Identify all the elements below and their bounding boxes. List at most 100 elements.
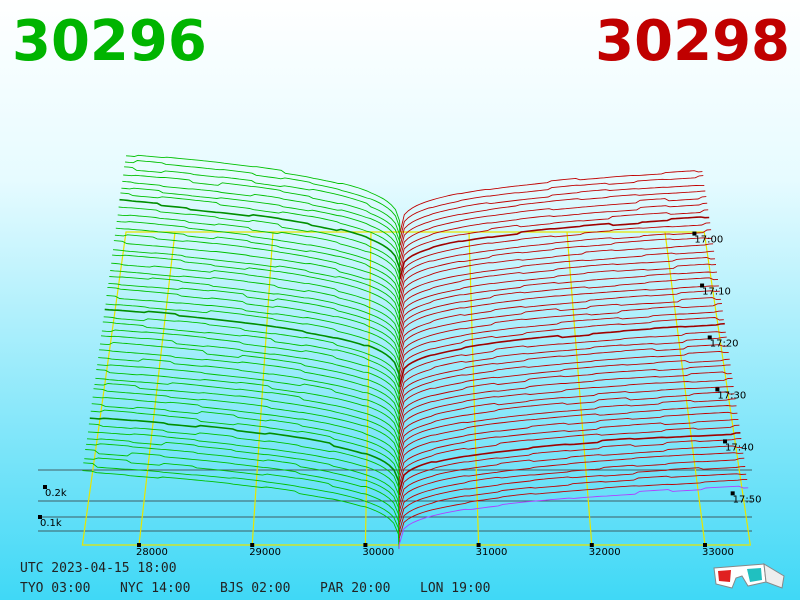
bid-depth-slice: [112, 249, 401, 327]
ask-depth-slice: [399, 290, 720, 354]
bid-depth-slice: [123, 174, 401, 253]
ask-depth-slice: [399, 377, 733, 442]
ask-depth-slice: [399, 364, 731, 428]
price-tick-label: 28000: [136, 547, 168, 558]
bid-depth-slice: [99, 349, 400, 428]
bid-depth-slice: [112, 254, 401, 334]
ask-depth-slice: [399, 336, 727, 401]
depth-tick-label: 0.1k: [40, 518, 62, 529]
bid-depth-slice: [120, 192, 401, 273]
plot: 28000 29000 30000 31000 32000 33000 17:00 17:10…: [38, 154, 762, 558]
bid-depth-slice: [95, 377, 400, 455]
ask-depth-slice: [399, 310, 723, 374]
bid-depth-slice: [103, 316, 400, 394]
floor-outline: [81, 231, 751, 546]
depth-tick-label: 0.2k: [45, 488, 67, 499]
bid-depth-slice: [97, 364, 400, 442]
bid-depth-slice: [108, 282, 401, 361]
ask-depth-slice: [399, 391, 735, 455]
ask-depth-slice: [398, 466, 746, 529]
ask-depth-slice: [398, 322, 725, 388]
ask-depth-slice: [398, 445, 743, 509]
bid-price: 30296: [12, 9, 207, 74]
price-tick-mark: [589, 543, 594, 547]
time-tick-label: 17:00: [694, 235, 723, 246]
time-tick-mark: [730, 491, 735, 496]
ask-depth-slice: [399, 263, 717, 327]
ask-depth-slice: [399, 222, 711, 286]
price-grid-line: [251, 231, 274, 546]
bid-depth-slice: [86, 443, 400, 523]
time-tick-label: 17:50: [733, 494, 762, 505]
bid-depth-slice: [91, 403, 400, 482]
bid-depth-slice: [125, 160, 401, 239]
bid-depth-slice: [125, 154, 401, 233]
bid-depth-slice: [94, 383, 400, 462]
bid-depth-slice: [106, 295, 400, 374]
ask-depth-slice: [398, 478, 748, 543]
bid-depth-slice: [82, 470, 400, 550]
time-tick-mark: [707, 335, 712, 340]
zone-time: NYC 14:00: [120, 581, 190, 596]
price-tick-label: 30000: [362, 547, 394, 558]
ask-depth-slice: [398, 452, 744, 516]
price-tick-label: 33000: [702, 547, 734, 558]
bid-depth-slice: [93, 388, 400, 469]
bid-depth-slice: [110, 270, 401, 347]
time-tick-mark: [700, 283, 705, 288]
bid-depth-slice: [119, 198, 401, 280]
ask-depth-slice: [398, 424, 740, 489]
bid-depth-slice: [104, 308, 401, 388]
price-tick-label: 32000: [589, 547, 621, 558]
floor-frame: 28000 29000 30000 31000 32000 33000: [81, 231, 751, 558]
zone-times: TYO 03:00 NYC 14:00 BJS 02:00 PAR 20:00 LON …: [20, 581, 490, 596]
time-tick-label: 17:40: [725, 442, 754, 453]
ask-depth-slice: [399, 358, 730, 421]
ask-depth-slice: [399, 202, 708, 266]
bid-depth-slice: [118, 206, 401, 287]
bid-depth-slice: [86, 438, 400, 516]
ask-price: 30298: [595, 9, 790, 74]
ask-depth-slice: [398, 473, 747, 536]
price-tick-label: 31000: [476, 547, 508, 558]
ask-depth-slice: [399, 297, 721, 361]
ask-depth-slice: [399, 257, 716, 320]
zone-time: PAR 20:00: [320, 581, 390, 596]
utc-time: UTC 2023-04-15 18:00: [20, 561, 177, 576]
bid-depth-slice: [83, 462, 400, 543]
time-tick-mark: [715, 387, 720, 392]
bid-depth-slice: [124, 166, 401, 246]
ask-depth-slice: [399, 350, 729, 415]
bid-depth-slice: [88, 423, 400, 502]
time-tick-mark: [692, 231, 697, 236]
zone-time: TYO 03:00: [20, 581, 90, 596]
zone-time: LON 19:00: [420, 581, 490, 596]
bid-depth-slice: [122, 180, 401, 260]
bid-depth-slice: [107, 286, 400, 367]
bid-depth-slice: [114, 234, 401, 313]
bid-depth-slice: [99, 341, 400, 421]
price-tick-mark: [250, 543, 255, 547]
ask-depth-slice: [398, 485, 749, 549]
bid-depth-slice: [84, 457, 400, 536]
ask-depth-slice: [399, 237, 713, 300]
zone-time: BJS 02:00: [220, 581, 290, 596]
ask-depth-slice: [399, 170, 703, 233]
bid-depth-slice: [113, 240, 401, 320]
ask-depth-slice: [398, 457, 745, 522]
price-tick-mark: [703, 543, 707, 547]
ask-depth-slice: [399, 344, 728, 408]
bid-depth-slice: [90, 409, 400, 489]
ask-depth-slice: [398, 411, 738, 475]
ask-depth-slice: [399, 209, 709, 273]
ask-depth-slice: [399, 190, 706, 253]
price-grid-line: [138, 231, 176, 546]
ask-depth-slice: [399, 285, 719, 347]
bid-depth-slice: [100, 335, 400, 415]
ask-depth-slice: [399, 317, 724, 381]
bid-depth-slice: [87, 431, 400, 509]
ask-depth-slice: [398, 432, 741, 495]
bid-depth-slice: [85, 449, 400, 529]
ask-depth-slice: [399, 303, 722, 367]
ask-depth-slice: [399, 229, 712, 293]
